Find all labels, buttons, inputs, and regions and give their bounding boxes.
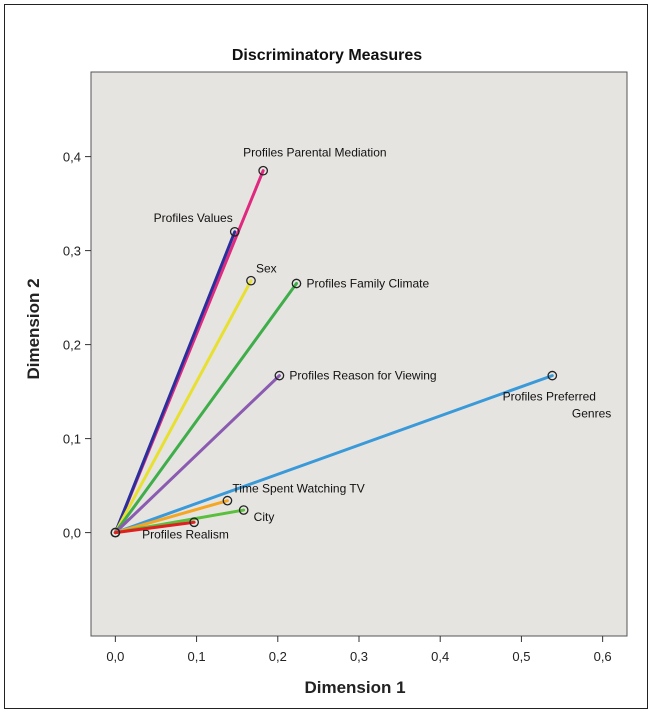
x-axis-title: Dimension 1	[304, 678, 405, 697]
point-marker-city	[238, 505, 249, 515]
point-marker-profiles-values	[229, 226, 240, 237]
series-line-profiles-reason-for-viewing	[113, 374, 281, 535]
point-label-profiles-values: Profiles Values	[154, 211, 233, 225]
x-tick-label: 0,4	[431, 649, 449, 664]
series-line-profiles-realism	[113, 520, 196, 535]
x-tick-label: 0,0	[106, 649, 124, 664]
axis-ticks: 0,0 0,1 0,2 0,3 0,4 0,5 0,6 0,0 0,1 0,2 0,3 0,4	[63, 150, 612, 664]
series-line-profiles-values	[113, 230, 237, 535]
point-marker-time-spent-watching-tv	[222, 495, 233, 506]
point-label-sex: Sex	[256, 262, 277, 276]
series-labels: Profiles Parental Mediation Profiles Valu…	[142, 146, 611, 542]
y-tick-label: 0,2	[63, 338, 81, 353]
point-marker-sex	[246, 275, 256, 286]
plot-area	[90, 71, 628, 637]
y-tick-label: 0,0	[63, 526, 81, 541]
series-line-profiles-family-climate	[113, 282, 298, 535]
chart-frame: Discriminatory Measures 0,0 0,1 0,2 0,3 0,4 0…	[4, 4, 648, 709]
y-axis-title: Dimension 2	[24, 278, 43, 379]
x-tick-label: 0,3	[350, 649, 368, 664]
point-label-profiles-realism: Profiles Realism	[142, 527, 229, 541]
point-label-profiles-family-climate: Profiles Family Climate	[306, 277, 429, 291]
series-line-profiles-preferred-genres	[113, 374, 554, 535]
origin-marker	[110, 527, 121, 538]
point-label-profiles-preferred-genres: Profiles Preferred Genres	[503, 390, 612, 421]
point-label-profiles-reason-for-viewing: Profiles Reason for Viewing	[289, 369, 436, 383]
y-tick-label: 0,4	[63, 150, 81, 165]
point-label-time-spent-watching-tv: Time Spent Watching TV	[232, 482, 364, 496]
series-line-time-spent-watching-tv	[113, 499, 229, 535]
point-marker-profiles-realism	[189, 517, 199, 528]
x-tick-label: 0,2	[269, 649, 287, 664]
point-marker-profiles-family-climate	[291, 278, 302, 289]
point-marker-profiles-parental-mediation	[258, 165, 269, 176]
y-tick-label: 0,3	[63, 244, 81, 259]
point-label-city: City	[254, 510, 275, 524]
series-lines	[110, 165, 558, 538]
chart-title: Discriminatory Measures	[232, 47, 422, 64]
point-label-profiles-parental-mediation: Profiles Parental Mediation	[243, 146, 386, 160]
discriminatory-measures-chart: Discriminatory Measures 0,0 0,1 0,2 0,3 0,4 0…	[24, 47, 628, 697]
x-tick-label: 0,1	[188, 649, 206, 664]
series-line-sex	[113, 279, 253, 535]
y-tick-label: 0,1	[63, 432, 81, 447]
x-tick-label: 0,6	[594, 649, 612, 664]
x-tick-label: 0,5	[512, 649, 530, 664]
point-marker-profiles-reason-for-viewing	[274, 370, 285, 381]
point-marker-profiles-preferred-genres	[547, 370, 558, 381]
